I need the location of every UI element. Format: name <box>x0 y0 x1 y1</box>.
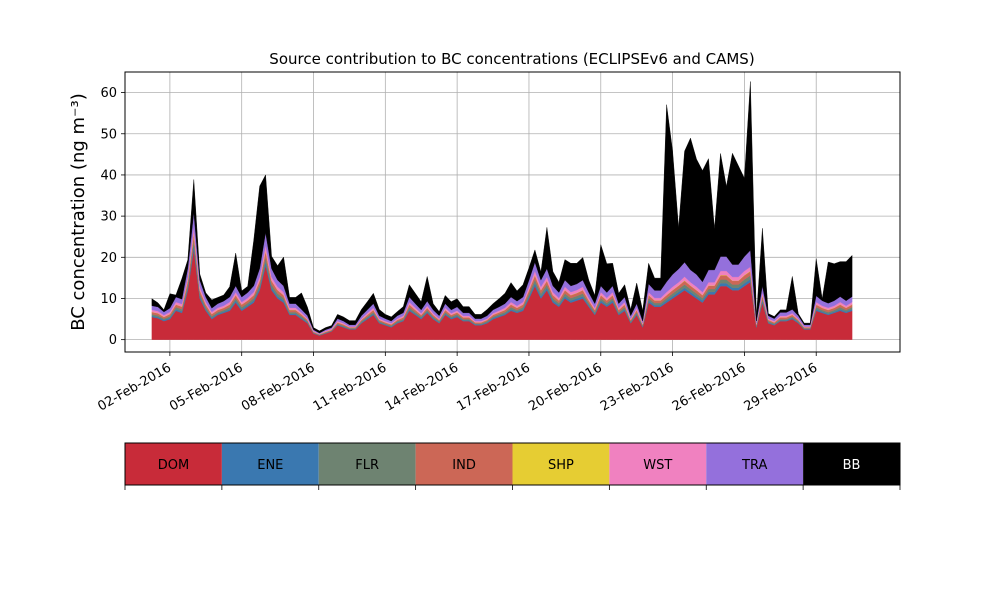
legend-label-shp: SHP <box>548 458 574 473</box>
y-axis-label: BC concentration (ng m⁻³) <box>68 93 89 331</box>
legend-swatch-flr <box>318 443 416 485</box>
legend-label-ene: ENE <box>257 458 283 473</box>
legend-swatch-ind <box>415 443 513 485</box>
legend-label-bb: BB <box>843 458 861 473</box>
legend-label-ind: IND <box>452 458 476 473</box>
y-tick-label: 40 <box>100 168 117 183</box>
chart-title: Source contribution to BC concentrations… <box>269 50 754 68</box>
legend-swatch-bb <box>803 443 900 485</box>
x-tick-label: 29-Feb-2016 <box>742 360 821 414</box>
x-tick-label: 14-Feb-2016 <box>383 360 462 414</box>
legend-label-tra: TRA <box>741 458 767 473</box>
x-tick-label: 17-Feb-2016 <box>454 360 533 414</box>
x-tick-label: 26-Feb-2016 <box>670 360 749 414</box>
y-tick-label: 10 <box>100 292 117 307</box>
y-tick-label: 0 <box>109 333 117 348</box>
legend-swatch-wst <box>609 443 707 485</box>
y-tick-label: 60 <box>100 86 117 101</box>
y-tick-label: 20 <box>100 251 117 266</box>
x-tick-label: 20-Feb-2016 <box>526 360 605 414</box>
source-colorbar-legend: DOM ENE FLR IND SHP WST TRA BB <box>124 442 901 490</box>
x-tick-label: 02-Feb-2016 <box>95 360 174 414</box>
x-tick-label: 11-Feb-2016 <box>311 360 390 414</box>
legend-label-dom: DOM <box>158 458 189 473</box>
legend-swatch-ene <box>221 443 319 485</box>
legend-label-wst: WST <box>643 458 672 473</box>
legend-swatch-shp <box>512 443 610 485</box>
plot-frame <box>124 71 901 353</box>
legend-label-flr: FLR <box>355 458 379 473</box>
x-tick-label: 05-Feb-2016 <box>167 360 246 414</box>
y-tick-label: 50 <box>100 127 117 142</box>
stacked-areas <box>151 81 853 340</box>
x-tick-label: 23-Feb-2016 <box>598 360 677 414</box>
legend-swatch-dom <box>125 443 222 485</box>
y-tick-label: 30 <box>100 210 117 225</box>
area-series-bb <box>151 81 853 334</box>
legend-swatch-tra <box>706 443 804 485</box>
x-tick-label: 08-Feb-2016 <box>239 360 318 414</box>
